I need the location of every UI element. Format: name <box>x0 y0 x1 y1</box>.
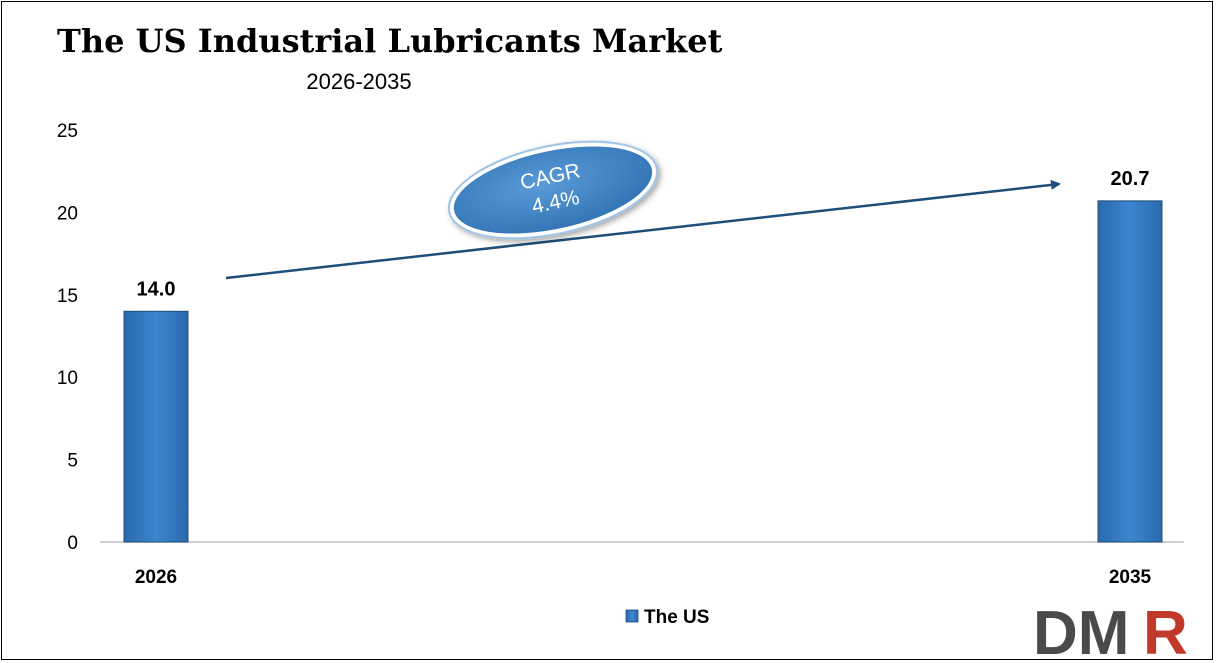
data-label: 14.0 <box>137 278 176 300</box>
y-tick-label: 15 <box>57 286 78 307</box>
legend: The US <box>625 607 709 628</box>
x-tick-label: 2026 <box>135 567 177 588</box>
cagr-arrow <box>225 179 1061 280</box>
logo-dm: DM <box>1033 599 1129 661</box>
bar <box>123 310 189 543</box>
dmr-logo: DM R <box>1033 599 1188 661</box>
y-tick-label: 0 <box>67 533 78 554</box>
chart-subtitle: 2026-2035 <box>306 69 411 94</box>
y-tick-label: 20 <box>57 203 78 224</box>
y-tick-label: 5 <box>67 451 78 472</box>
bar-series-the-us <box>123 200 1163 543</box>
bar <box>1097 200 1163 543</box>
y-tick-label: 25 <box>57 121 78 142</box>
y-axis-ticks: 0 5 10 15 20 25 <box>57 121 78 554</box>
legend-label: The US <box>644 607 709 628</box>
x-axis-ticks: 2026 2035 <box>135 567 1152 588</box>
y-tick-label: 10 <box>57 368 78 389</box>
cagr-badge: CAGR 4.4% <box>447 140 659 240</box>
data-label: 20.7 <box>1111 168 1150 190</box>
logo-r: R <box>1143 599 1188 661</box>
x-tick-label: 2035 <box>1109 567 1152 588</box>
legend-swatch <box>625 609 639 623</box>
data-labels: 14.0 20.7 <box>137 168 1150 300</box>
chart-title: The US Industrial Lubricants Market <box>57 22 723 60</box>
